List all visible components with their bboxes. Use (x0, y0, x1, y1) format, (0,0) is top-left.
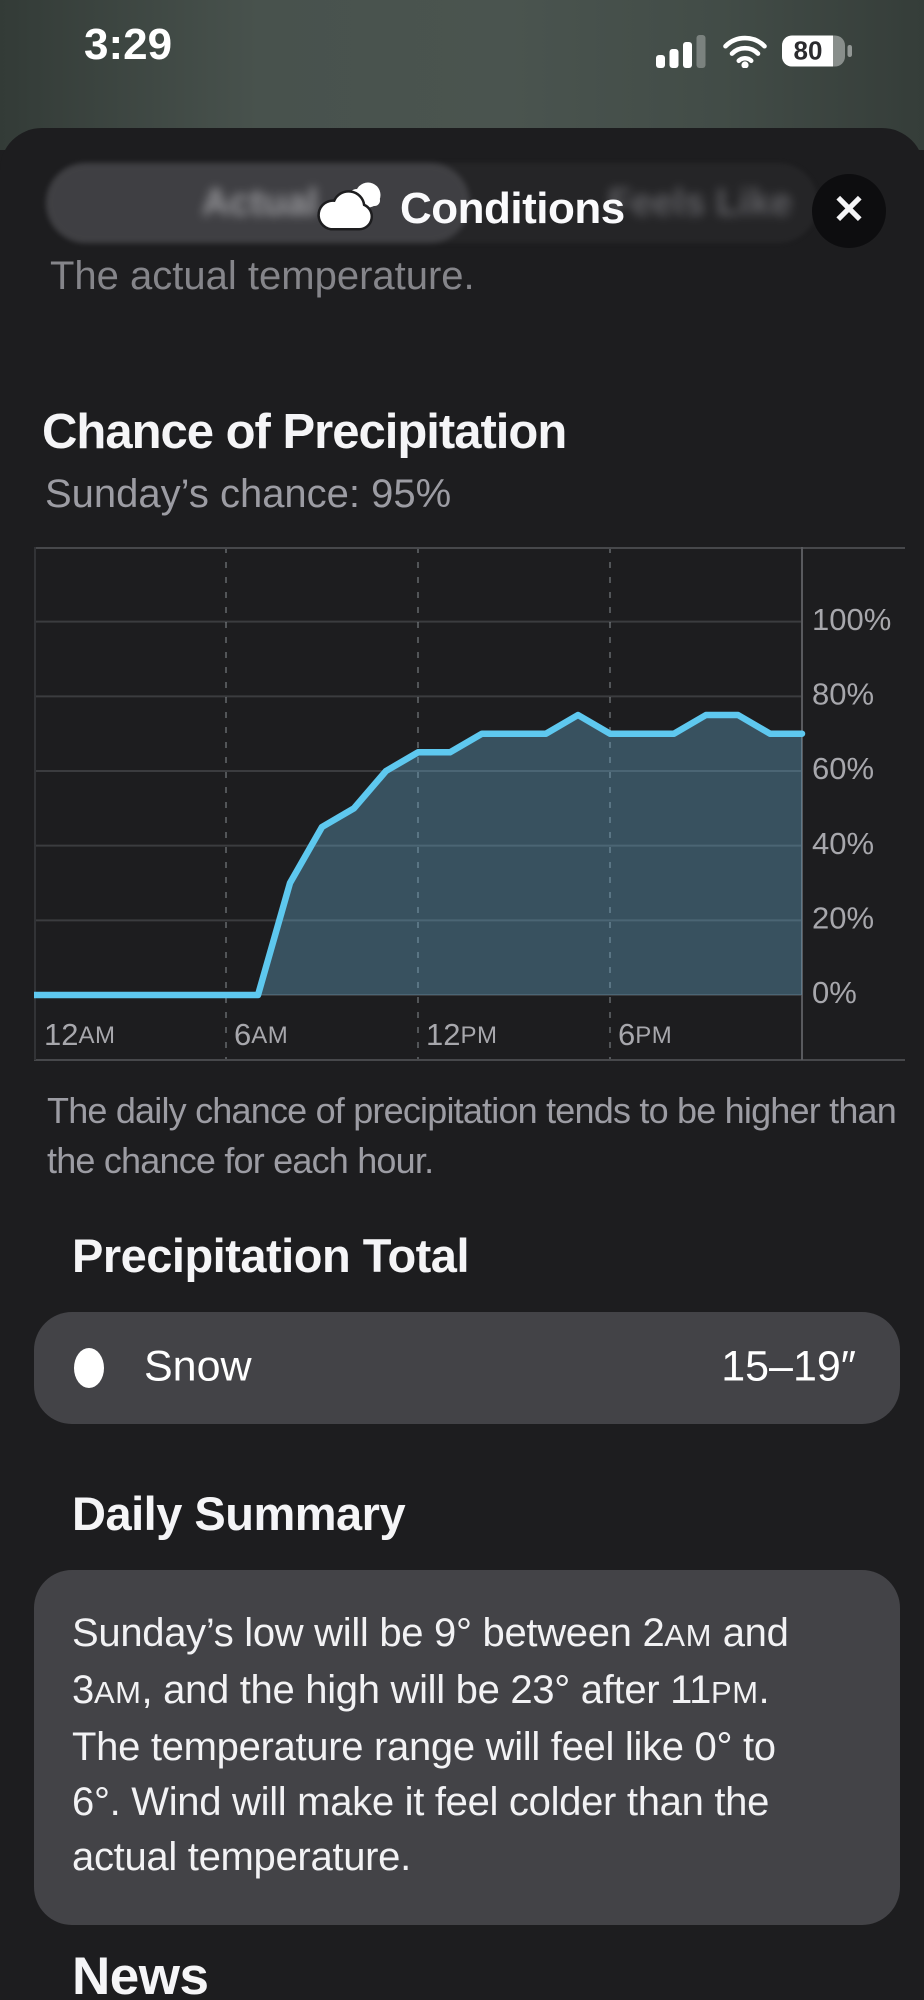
sheet-title: Conditions (400, 184, 625, 233)
status-bar-time: 3:29 (84, 20, 173, 69)
precip-line (30, 711, 806, 999)
cloud-icon (317, 182, 381, 231)
precip-total-row: Snow 15–19″ (34, 1312, 900, 1424)
y-tick-label: 0% (812, 975, 857, 1010)
news-heading: News (72, 1947, 209, 2000)
precip-chart-svg[interactable]: 100% 80% 60% 40% 20% 0% 12AM 6AM 12PM 6PM (30, 547, 905, 1062)
segment-feels-like: Feels Like (608, 182, 792, 224)
precip-total-heading: Precipitation Total (72, 1229, 470, 1282)
y-tick-label: 20% (812, 901, 874, 936)
sheet-subtitle: The actual temperature. (50, 254, 475, 298)
segmented-selected-pill (46, 163, 470, 243)
precip-area-fill (34, 715, 802, 995)
x-tick-label: 12AM (44, 1017, 115, 1052)
battery-percent: 80 (794, 36, 823, 66)
x-tick-label: 12PM (426, 1017, 497, 1052)
precip-type-label: Snow (144, 1342, 252, 1391)
x-tick-label: 6AM (234, 1017, 288, 1052)
cellular-signal-icon (656, 35, 706, 68)
weather-background (0, 0, 924, 150)
wifi-icon (723, 35, 767, 68)
battery-icon: 80 (782, 35, 852, 67)
y-tick-label: 80% (812, 677, 874, 712)
close-button[interactable]: ✕ (812, 174, 886, 248)
daily-summary-card: Sunday’s low will be 9° between 2AM and 3… (34, 1570, 900, 1925)
close-icon: ✕ (832, 188, 866, 232)
daily-summary-text: Sunday’s low will be 9° between 2AM and 3… (72, 1611, 789, 1879)
snow-bullet-icon (74, 1348, 104, 1388)
y-tick-label: 40% (812, 826, 874, 861)
precip-chance-title: Chance of Precipitation (42, 405, 567, 459)
x-tick-label: 6PM (618, 1017, 672, 1052)
segment-actual: Actual (201, 182, 319, 224)
precip-chance-chart[interactable]: 100% 80% 60% 40% 20% 0% 12AM 6AM 12PM 6PM (30, 547, 905, 1062)
precip-amount-value: 15–19″ (721, 1342, 856, 1391)
daily-summary-heading: Daily Summary (72, 1487, 406, 1540)
y-tick-label: 60% (812, 751, 874, 786)
precip-chance-footnote: The daily chance of precipitation tends … (47, 1090, 897, 1181)
y-tick-label: 100% (812, 602, 891, 637)
precip-chance-subtitle: Sunday’s chance: 95% (45, 472, 452, 516)
